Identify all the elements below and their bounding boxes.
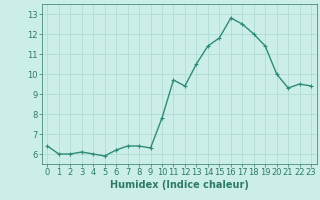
X-axis label: Humidex (Indice chaleur): Humidex (Indice chaleur) bbox=[110, 180, 249, 190]
